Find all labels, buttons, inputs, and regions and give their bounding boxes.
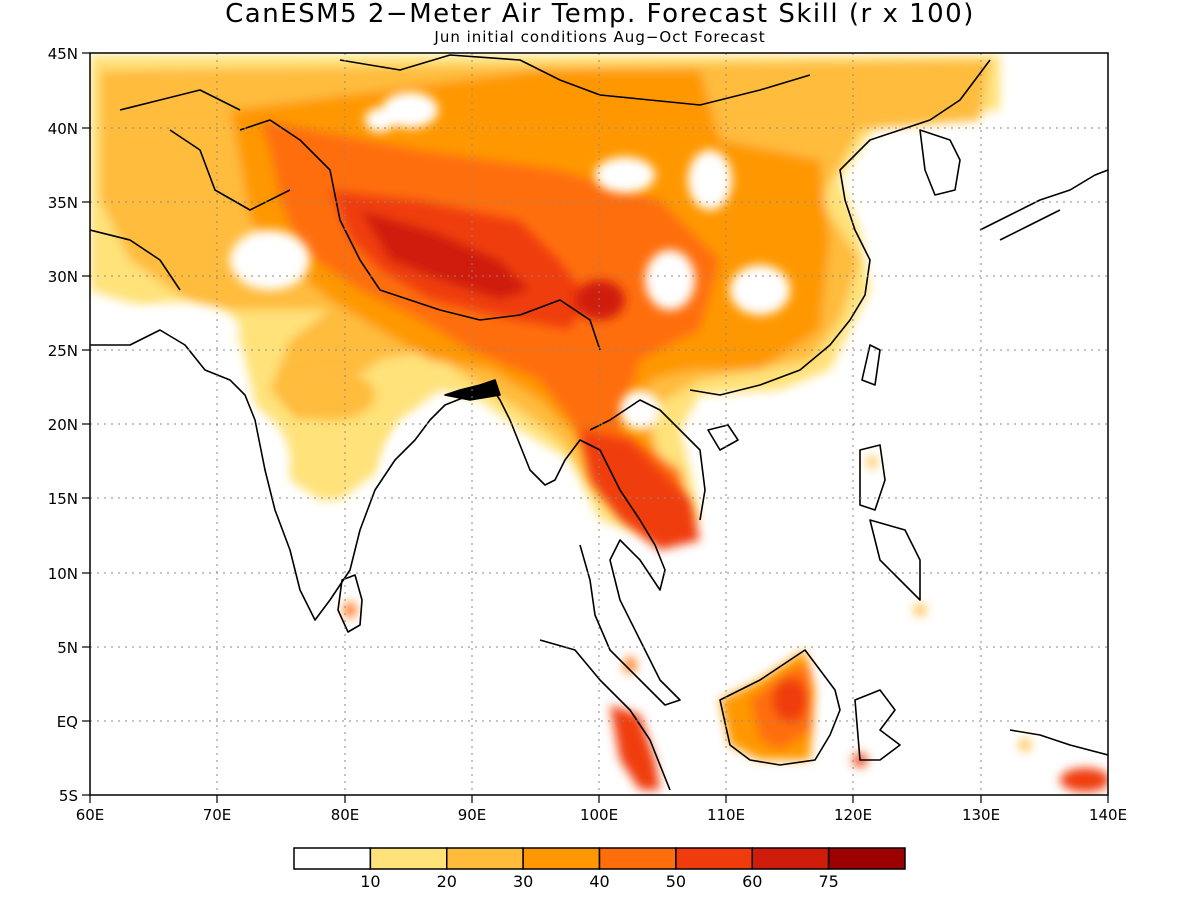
y-tick-label: 40N	[48, 120, 78, 138]
x-tick-label: 130E	[962, 806, 1000, 824]
colorbar-label: 50	[666, 872, 686, 891]
colorbar-label: 10	[360, 872, 380, 891]
x-tick-label: 90E	[458, 806, 487, 824]
y-tick-label: 10N	[48, 565, 78, 583]
colorbar-swatch	[522, 847, 601, 870]
y-tick-label: EQ	[57, 713, 78, 731]
y-tick-label: 25N	[48, 342, 78, 360]
gridlines	[90, 53, 1108, 795]
colorbar-label: 30	[513, 872, 533, 891]
colorbar-swatch	[446, 847, 524, 870]
y-axis-labels: 45N 40N 35N 30N 25N 20N 15N 10N 5N EQ 5S	[48, 45, 78, 805]
colorbar-label: 20	[437, 872, 457, 891]
colorbar-label: 75	[818, 872, 838, 891]
y-tick-label: 20N	[48, 416, 78, 434]
x-tick-label: 80E	[331, 806, 360, 824]
colorbar-swatch	[827, 847, 906, 870]
chart-subtitle: Jun initial conditions Aug−Oct Forecast	[434, 28, 766, 46]
x-tick-label: 140E	[1089, 806, 1127, 824]
y-tick-label: 15N	[48, 490, 78, 508]
tick-marks	[82, 52, 1109, 803]
y-tick-label: 5N	[57, 639, 78, 657]
chart-title: CanESM5 2−Meter Air Temp. Forecast Skill…	[225, 0, 975, 29]
colorbar-label: 40	[589, 872, 609, 891]
y-tick-label: 35N	[48, 194, 78, 212]
x-axis-labels: 60E 70E 80E 90E 100E 110E 120E 130E 140E	[76, 806, 1127, 824]
colorbar-label: 60	[742, 872, 762, 891]
x-tick-label: 110E	[707, 806, 745, 824]
skill-shading	[90, 55, 1108, 792]
colorbar-swatch	[751, 847, 830, 870]
y-tick-label: 5S	[59, 787, 78, 805]
y-tick-label: 45N	[48, 45, 78, 63]
colorbar-swatch	[293, 847, 372, 870]
y-tick-label: 30N	[48, 268, 78, 286]
colorbar-swatch	[598, 847, 677, 870]
x-tick-label: 60E	[76, 806, 105, 824]
x-tick-label: 70E	[203, 806, 232, 824]
colorbar-swatch	[675, 847, 753, 870]
colorbar: 10 20 30 40 50 60 75	[293, 847, 906, 891]
x-tick-label: 120E	[834, 806, 872, 824]
x-tick-label: 100E	[580, 806, 618, 824]
coastlines	[90, 54, 1108, 791]
colorbar-swatch	[369, 847, 448, 870]
